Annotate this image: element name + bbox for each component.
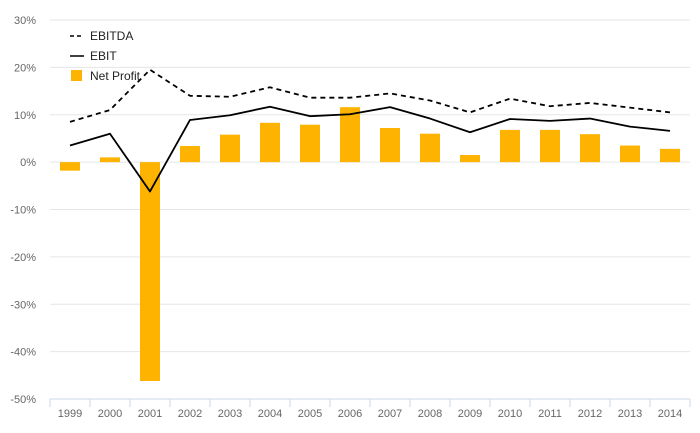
legend-item-ebitda: EBITDA: [70, 29, 133, 43]
x-tick-label: 2006: [338, 408, 362, 420]
bar-net-profit: [620, 145, 640, 163]
bar-net-profit: [660, 148, 680, 163]
bar-net-profit: [340, 107, 360, 163]
y-tick-label: 30%: [14, 15, 36, 27]
bar-net-profit: [260, 122, 280, 163]
y-tick-label: 0%: [20, 157, 36, 169]
bar-net-profit: [220, 134, 240, 163]
bar-net-profit: [540, 129, 560, 163]
x-tick-label: 2008: [418, 408, 442, 420]
x-tick-label: 2002: [178, 408, 202, 420]
x-tick-label: 2004: [258, 408, 282, 420]
x-tick-label: 2007: [378, 408, 402, 420]
y-tick-label: -20%: [10, 252, 36, 264]
bar-net-profit: [500, 129, 520, 163]
bar-net-profit: [180, 146, 200, 163]
legend: EBITDA EBIT Net Profit: [70, 29, 141, 83]
line-series: [69, 68, 671, 193]
y-tick-label: -50%: [10, 394, 36, 406]
bar-net-profit: [100, 157, 120, 163]
axes: 30% 20% 10% 0% -10% -20% -30% -40% -50% 1999 2000 2…: [10, 15, 691, 420]
legend-label-ebit: EBIT: [90, 49, 117, 63]
legend-item-ebit: EBIT: [70, 49, 117, 63]
x-tick-label: 2001: [138, 408, 162, 420]
legend-label-ebitda: EBITDA: [90, 29, 133, 43]
x-tick-label: 2000: [98, 408, 122, 420]
x-tick-label: 2013: [618, 408, 642, 420]
legend-label-net-profit: Net Profit: [90, 69, 141, 83]
x-tick-label: 2011: [538, 408, 562, 420]
bar-net-profit: [140, 162, 160, 381]
y-tick-label: -10%: [10, 205, 36, 217]
legend-swatch-net-profit: [71, 70, 82, 81]
line-ebit: [69, 105, 671, 193]
x-tick-label: 1999: [58, 408, 82, 420]
bar-net-profit: [300, 124, 320, 163]
x-tick-label: 2005: [298, 408, 322, 420]
x-tick-label: 2009: [458, 408, 482, 420]
bar-net-profit: [380, 128, 400, 163]
x-tick-label: 2012: [578, 408, 602, 420]
bar-net-profit: [580, 134, 600, 163]
y-tick-label: 20%: [14, 62, 36, 74]
x-tick-label: 2003: [218, 408, 242, 420]
x-tick-label: 2010: [498, 408, 522, 420]
bar-net-profit: [60, 162, 80, 171]
bar-series-net-profit: [60, 107, 680, 381]
y-tick-label: -40%: [10, 347, 36, 359]
legend-item-net-profit: Net Profit: [71, 69, 141, 83]
x-tick-label: 2014: [658, 408, 682, 420]
bar-net-profit: [420, 133, 440, 163]
bar-net-profit: [460, 155, 480, 163]
line-ebitda: [69, 68, 671, 123]
y-tick-label: 10%: [14, 110, 36, 122]
y-tick-label: -30%: [10, 299, 36, 311]
